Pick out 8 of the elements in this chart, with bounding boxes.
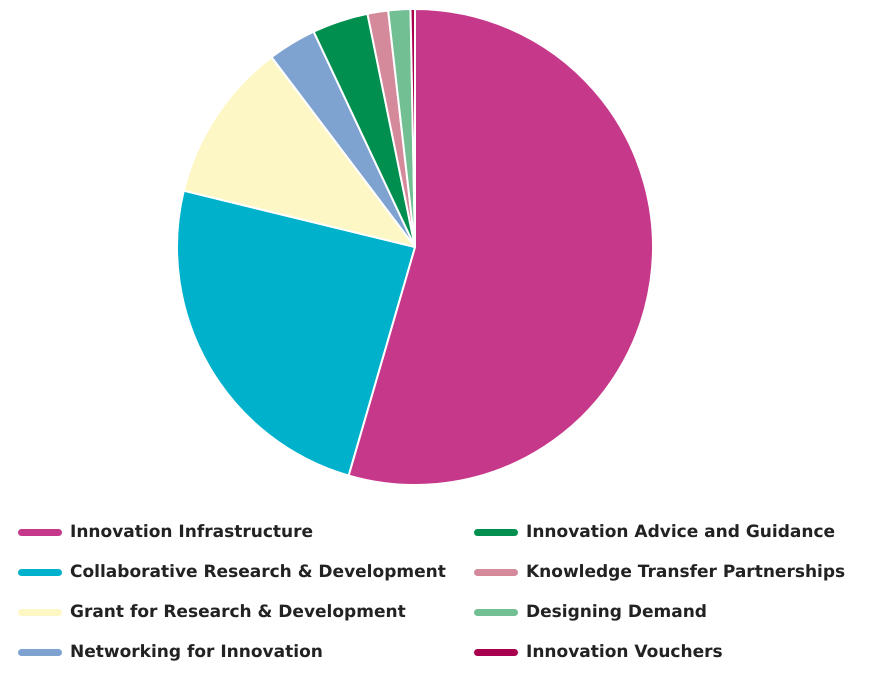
legend-label: Collaborative Research & Development xyxy=(70,562,446,582)
legend-label: Knowledge Transfer Partnerships xyxy=(526,562,846,582)
legend-label: Innovation Infrastructure xyxy=(70,522,314,542)
legend-label: Networking for Innovation xyxy=(70,642,323,662)
legend-label: Designing Demand xyxy=(526,602,707,622)
legend-label: Grant for Research & Development xyxy=(70,602,406,622)
legend-label: Innovation Vouchers xyxy=(526,642,723,662)
legend-label: Innovation Advice and Guidance xyxy=(526,522,836,542)
